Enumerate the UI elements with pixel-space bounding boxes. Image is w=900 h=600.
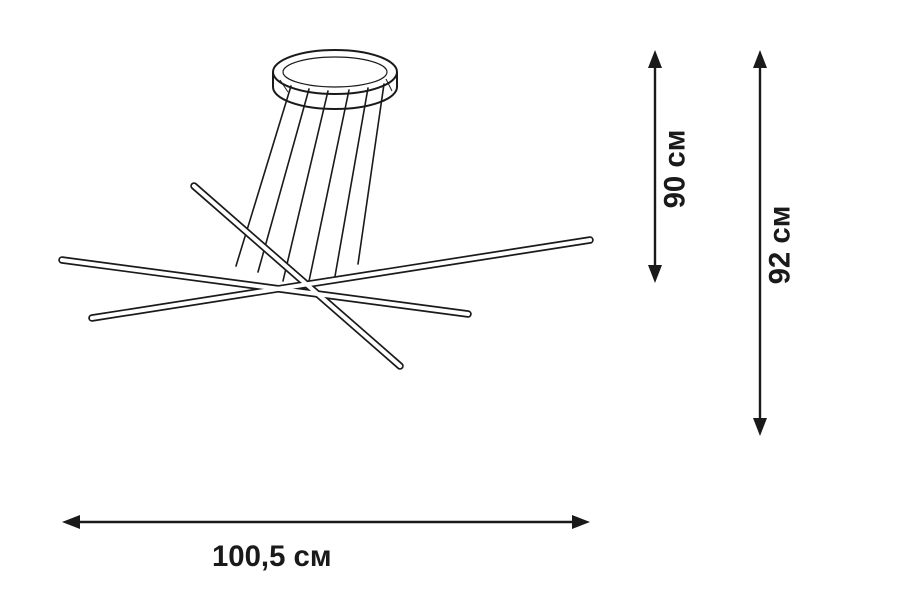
width-dimension-label: 100,5 см: [212, 540, 332, 574]
diagram-svg: [0, 0, 900, 600]
height-tall-dimension-label: 92 см: [763, 206, 797, 285]
diagram-stage: 100,5 см 90 см 92 см: [0, 0, 900, 600]
height-short-dimension-label: 90 см: [658, 130, 692, 209]
